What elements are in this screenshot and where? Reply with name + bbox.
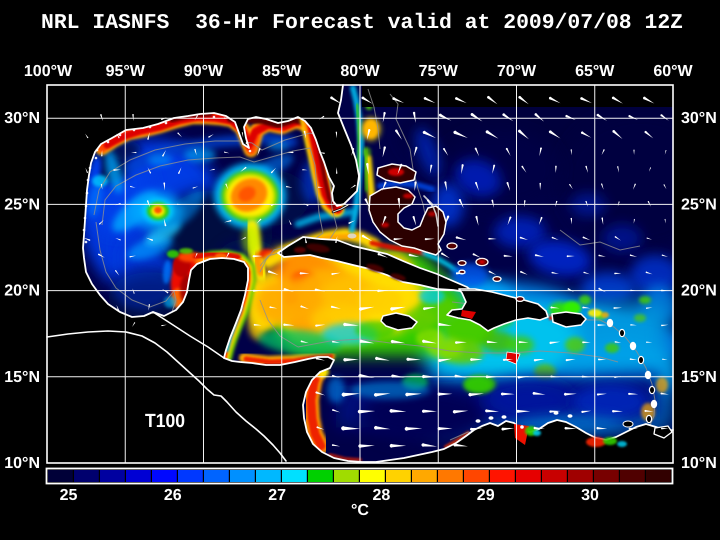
svg-text:30°N: 30°N [4, 110, 40, 127]
svg-text:60°W: 60°W [653, 63, 693, 80]
svg-text:15°N: 15°N [681, 369, 717, 386]
svg-text:85°W: 85°W [262, 63, 302, 80]
svg-text:25: 25 [60, 487, 78, 504]
svg-text:20°N: 20°N [4, 283, 40, 300]
svg-text:95°W: 95°W [106, 63, 146, 80]
svg-text:29: 29 [477, 487, 495, 504]
svg-text:70°W: 70°W [497, 63, 537, 80]
svg-text:75°W: 75°W [419, 63, 459, 80]
svg-text:10°N: 10°N [681, 455, 717, 472]
svg-text:90°W: 90°W [184, 63, 224, 80]
svg-text:NRL IASNFS 36-Hr Forecast val: NRL IASNFS 36-Hr Forecast valid at 2009/… [41, 12, 683, 35]
svg-text:10°N: 10°N [4, 455, 40, 472]
svg-text:80°W: 80°W [340, 63, 380, 80]
svg-text:25°N: 25°N [681, 196, 717, 213]
svg-text:°C: °C [351, 502, 369, 519]
svg-text:30°N: 30°N [681, 110, 717, 127]
svg-text:20°N: 20°N [681, 283, 717, 300]
svg-text:100°W: 100°W [24, 63, 73, 80]
svg-text:27: 27 [268, 487, 286, 504]
svg-text:15°N: 15°N [4, 369, 40, 386]
svg-text:65°W: 65°W [575, 63, 615, 80]
svg-text:T100: T100 [145, 411, 185, 432]
svg-text:28: 28 [373, 487, 391, 504]
svg-text:26: 26 [164, 487, 182, 504]
svg-text:30: 30 [581, 487, 599, 504]
svg-text:25°N: 25°N [4, 196, 40, 213]
